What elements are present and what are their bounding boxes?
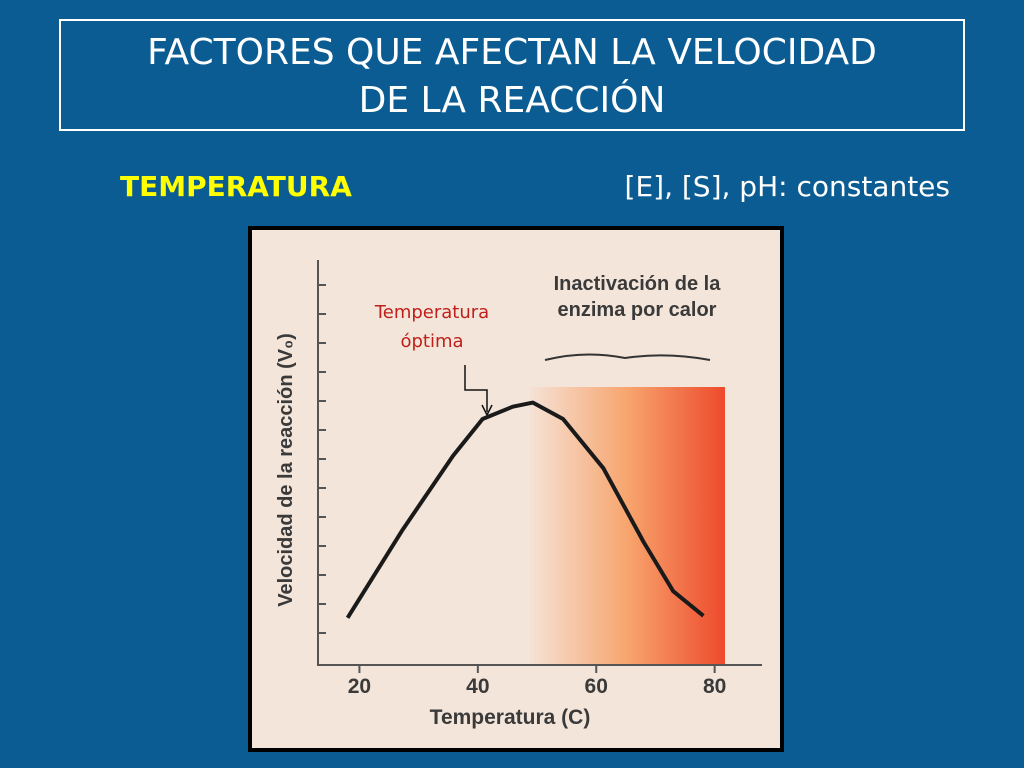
arrowhead bbox=[481, 404, 493, 417]
axes bbox=[317, 260, 762, 666]
annotation: enzima por calor bbox=[558, 299, 717, 321]
title-box bbox=[59, 19, 965, 131]
annotation: óptima bbox=[400, 331, 463, 352]
annotation: Inactivación de la bbox=[554, 273, 722, 295]
section-label: TEMPERATURA bbox=[120, 170, 352, 203]
arrow bbox=[464, 365, 488, 412]
x-axis-label: Temperatura (C) bbox=[430, 706, 591, 729]
brace bbox=[544, 353, 711, 361]
y-axis-label: Velocidad de la reacción (V₀) bbox=[275, 333, 297, 607]
x-tick-label: 20 bbox=[348, 675, 371, 698]
curve bbox=[345, 400, 705, 619]
slide-title: DE LA REACCIÓN bbox=[359, 79, 666, 121]
x-tick-label: 60 bbox=[585, 675, 608, 698]
annotation: Temperatura bbox=[374, 302, 489, 323]
slide-title: FACTORES QUE AFECTAN LA VELOCIDAD bbox=[147, 32, 877, 73]
x-tick-label: 80 bbox=[703, 675, 726, 698]
x-tick-label: 40 bbox=[466, 675, 489, 698]
heat-region bbox=[530, 387, 725, 665]
conditions: [E], [S], pH: constantes bbox=[625, 170, 950, 203]
axis-decoration bbox=[318, 284, 326, 634]
